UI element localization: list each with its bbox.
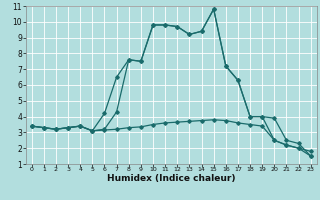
- X-axis label: Humidex (Indice chaleur): Humidex (Indice chaleur): [107, 174, 236, 183]
